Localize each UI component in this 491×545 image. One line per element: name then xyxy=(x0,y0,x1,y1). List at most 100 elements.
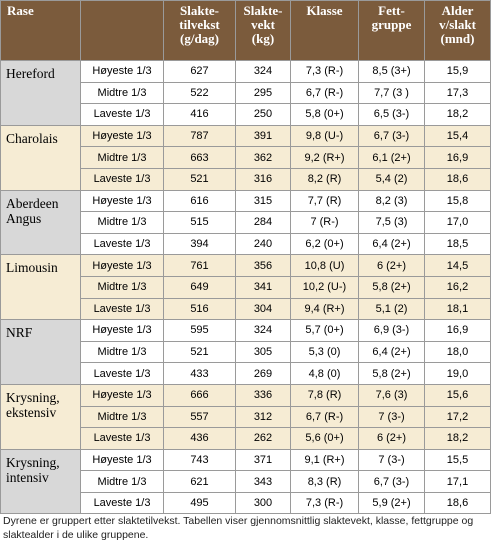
header-cell: Alder v/slakt (mnd) xyxy=(424,0,491,61)
breed-cell: Krysning, ekstensiv xyxy=(0,383,81,450)
table-cell: 18,6 xyxy=(424,491,491,515)
table-cell: 7 (3-) xyxy=(358,448,425,472)
table-cell: 5,8 (2+) xyxy=(358,275,425,299)
table-cell: Laveste 1/3 xyxy=(80,362,164,385)
table-cell: 240 xyxy=(235,232,291,256)
table-row: Laveste 1/3 436 262 5,6 (0+) 6 (2+) 18,2 xyxy=(1,427,491,450)
table-cell: Høyeste 1/3 xyxy=(80,448,164,472)
table-cell: Midtre 1/3 xyxy=(80,340,164,364)
table-row: Midtre 1/3 649 341 10,2 (U-) 5,8 (2+) 16,2 xyxy=(1,275,491,299)
header-line: (mnd) xyxy=(440,31,475,46)
table-row: Laveste 1/3 394 240 6,2 (0+) 6,4 (2+) 18,5 xyxy=(1,232,491,256)
breed-line: Angus xyxy=(6,210,42,226)
table-cell: 7,7 (3 ) xyxy=(358,81,425,105)
table-cell: 343 xyxy=(235,470,291,493)
table-cell: 316 xyxy=(235,167,291,191)
table-cell: 6,9 (3-) xyxy=(358,319,425,342)
table-cell: Midtre 1/3 xyxy=(80,146,164,169)
table-cell: 304 xyxy=(235,297,291,321)
table-cell: 5,6 (0+) xyxy=(290,427,359,450)
header-line: vekt xyxy=(251,17,275,32)
header-line: Alder xyxy=(441,3,474,18)
table-cell: 15,5 xyxy=(424,448,491,472)
table-row: Charolais Høyeste 1/3 787 391 9,8 (U-) 6,7 (3… xyxy=(0,124,491,191)
table-cell: 7 (3-) xyxy=(358,405,425,429)
table-cell: 6,7 (R-) xyxy=(290,405,359,429)
table-cell: 250 xyxy=(235,103,291,126)
breed-line: NRF xyxy=(6,325,33,341)
table-cell: 9,1 (R+) xyxy=(290,448,359,472)
table-cell: 6,1 (2+) xyxy=(358,146,425,169)
table-cell: 284 xyxy=(235,211,291,234)
table-cell: 315 xyxy=(235,189,291,213)
breed-line: Limousin xyxy=(6,260,58,276)
table-cell: 7,8 (R) xyxy=(290,383,359,407)
table-cell: 6,7 (3-) xyxy=(358,470,425,493)
table-cell: Høyeste 1/3 xyxy=(80,383,164,407)
header-line: tilvekst xyxy=(179,17,220,32)
table-cell: 5,1 (2) xyxy=(358,297,425,321)
breed-cell: NRF xyxy=(0,319,81,385)
table-cell: 16,9 xyxy=(424,319,491,342)
caption-line: slaktealder i de ulike gruppene. xyxy=(3,529,149,541)
table-cell: 262 xyxy=(235,427,291,450)
table-cell: 9,4 (R+) xyxy=(290,297,359,321)
caption: Dyrene er gruppert etter slaktetilvekst.… xyxy=(3,514,473,542)
table-cell: 5,9 (2+) xyxy=(358,491,425,515)
table-cell: 336 xyxy=(235,383,291,407)
table-cell: Midtre 1/3 xyxy=(80,470,164,493)
header-cell: Klasse xyxy=(290,0,359,61)
header-row: Rase Slakte-tilvekst (g/dag) Slakte-vekt (k… xyxy=(0,0,491,61)
table-cell: Høyeste 1/3 xyxy=(80,60,164,83)
header-cell: Fett-gruppe xyxy=(358,0,425,61)
table-cell: 5,7 (0+) xyxy=(290,319,359,342)
table-cell: 621 xyxy=(163,470,236,493)
table-row: Midtre 1/3 621 343 8,3 (R) 6,7 (3-) 17,1 xyxy=(1,470,491,493)
table-cell: 743 xyxy=(163,448,236,472)
table-cell: 557 xyxy=(163,405,236,429)
breed-cell: Charolais xyxy=(0,124,81,191)
table-cell: 7 (R-) xyxy=(290,211,359,234)
breed-cell: Limousin xyxy=(0,254,81,321)
table-cell: 10,2 (U-) xyxy=(290,275,359,299)
table-row: Krysning, ekstensiv Høyeste 1/3 666 336 7,8 (… xyxy=(0,383,491,450)
table-cell: 9,8 (U-) xyxy=(290,124,359,148)
table-cell: 8,3 (R) xyxy=(290,470,359,493)
table-cell: 7,7 (R) xyxy=(290,189,359,213)
table-cell: Midtre 1/3 xyxy=(80,81,164,105)
table-cell: 6,5 (3-) xyxy=(358,103,425,126)
table-cell: 8,2 (R) xyxy=(290,167,359,191)
table-row: Laveste 1/3 521 316 8,2 (R) 5,4 (2) 18,6 xyxy=(1,167,491,191)
table-cell: 324 xyxy=(235,60,291,83)
table-cell: 6,4 (2+) xyxy=(358,340,425,364)
table-cell: 356 xyxy=(235,254,291,277)
table-cell: 18,2 xyxy=(424,103,491,126)
breed-cell: Aberdeen Angus xyxy=(0,189,81,256)
table-cell: 6,7 (R-) xyxy=(290,81,359,105)
header-cell xyxy=(80,0,164,61)
table-cell: 761 xyxy=(163,254,236,277)
table-cell: 371 xyxy=(235,448,291,472)
table-row: Midtre 1/3 557 312 6,7 (R-) 7 (3-) 17,2 xyxy=(1,405,491,429)
breed-line: Krysning, xyxy=(6,454,60,470)
table-cell: Laveste 1/3 xyxy=(80,232,164,256)
table-cell: 17,0 xyxy=(424,211,491,234)
table-cell: 7,5 (3) xyxy=(358,211,425,234)
table-cell: Laveste 1/3 xyxy=(80,167,164,191)
table-cell: 269 xyxy=(235,362,291,385)
table-cell: 595 xyxy=(163,319,236,342)
table-cell: 341 xyxy=(235,275,291,299)
table-cell: 522 xyxy=(163,81,236,105)
table-cell: 7,6 (3) xyxy=(358,383,425,407)
table-cell: 6,4 (2+) xyxy=(358,232,425,256)
header-cell: Slakte-tilvekst (g/dag) xyxy=(163,0,236,61)
header-line: (kg) xyxy=(251,31,275,46)
table-cell: 9,2 (R+) xyxy=(290,146,359,169)
breed-line: Aberdeen xyxy=(6,195,59,211)
table-cell: 5,8 (2+) xyxy=(358,362,425,385)
breed-line: ekstensiv xyxy=(6,404,57,420)
table-cell: 6 (2+) xyxy=(358,254,425,277)
table-row: NRF Høyeste 1/3 595 324 5,7 (0+) 6,9 (3-) 16,9 xyxy=(0,319,491,385)
table-cell: 18,6 xyxy=(424,167,491,191)
